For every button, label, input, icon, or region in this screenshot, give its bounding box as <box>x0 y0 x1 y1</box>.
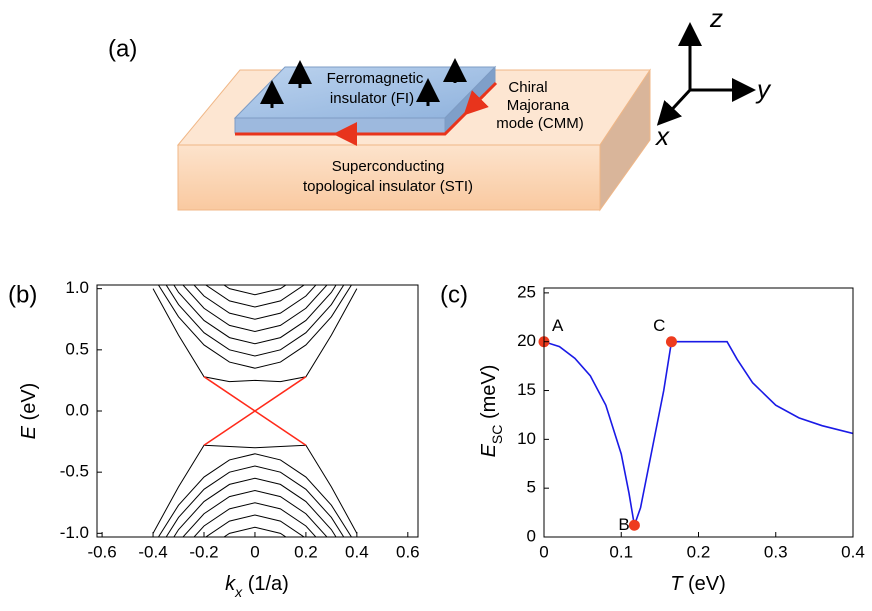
axis-title-part: SC <box>489 425 505 444</box>
x-tick-label: -0.4 <box>138 542 167 561</box>
point-label: B <box>618 515 629 534</box>
axis-title: ESC (meV) <box>478 365 504 458</box>
series-line <box>223 285 287 296</box>
point <box>665 336 677 348</box>
x-tick-label: 0.2 <box>294 542 318 561</box>
y-tick-label: 25 <box>517 282 536 301</box>
sti-front <box>177 144 601 211</box>
x-tick-label: 0.4 <box>841 542 865 561</box>
series-line <box>157 453 353 537</box>
series-line <box>203 376 307 446</box>
axis-title-part: (1/a) <box>242 573 289 595</box>
series-line <box>165 285 345 357</box>
series-line <box>173 477 337 537</box>
series-line <box>165 465 345 537</box>
y-tick-label: 0.0 <box>65 400 89 419</box>
cmm-label: Majorana <box>507 97 570 114</box>
panel-a: (a) Ferromagnetic insulator (FI) Chiral … <box>108 3 772 212</box>
y-tick-label: 5 <box>527 478 536 497</box>
axis-title: E (eV) <box>18 383 40 440</box>
x-tick-label: -0.6 <box>87 542 116 561</box>
sti-label: topological insulator (STI) <box>303 178 473 195</box>
axis-label: x <box>654 121 670 151</box>
x-tick-label: 0.2 <box>687 542 711 561</box>
axis-label: y <box>755 74 772 104</box>
y-tick-label: -1.0 <box>60 523 89 542</box>
series-line <box>152 444 358 534</box>
y-tick-label: 10 <box>517 429 536 448</box>
x-tick-label: 0.1 <box>609 542 633 561</box>
series-line <box>204 514 305 537</box>
series-line <box>544 340 853 526</box>
axis-title-part: x <box>234 584 243 600</box>
axis-title-part: (eV) <box>682 573 725 595</box>
series-line <box>204 285 305 308</box>
y-tick-label: -0.5 <box>60 462 89 481</box>
x-tick-label: 0 <box>539 542 548 561</box>
axis-label: z <box>709 3 723 33</box>
fi-label: Ferromagnetic <box>327 70 424 87</box>
cmm-label: Chiral <box>508 79 547 96</box>
series-line <box>223 526 287 537</box>
y-tick-label: 20 <box>517 331 536 350</box>
x-tick-label: -0.2 <box>189 542 218 561</box>
y-tick-label: 0 <box>527 526 536 545</box>
panel-label: (c) <box>440 281 468 308</box>
fi-label: insulator (FI) <box>330 90 414 107</box>
series-line <box>182 490 328 537</box>
series-line <box>193 285 317 320</box>
axis-title-part: k <box>225 573 236 595</box>
plot-frame <box>543 287 854 538</box>
series-line <box>182 285 328 332</box>
sti-label: Superconducting <box>332 158 445 175</box>
x-tick-label: 0.3 <box>764 542 788 561</box>
point <box>628 519 640 531</box>
series-line <box>157 285 353 369</box>
axis-title: kx (1/a) <box>225 573 289 599</box>
x-tick-label: 0 <box>250 542 259 561</box>
axis-title-part: E <box>478 443 500 457</box>
y-tick-label: 15 <box>517 380 536 399</box>
cmm-label: mode (CMM) <box>496 115 584 132</box>
x-tick-label: 0.4 <box>345 542 369 561</box>
axis-title-part: E <box>18 425 40 439</box>
cmm-arrow <box>463 90 489 116</box>
x-tick-label: 0.6 <box>396 542 420 561</box>
axis-title-part: T <box>670 573 684 595</box>
axis-title-part: (eV) <box>18 383 40 426</box>
series-line <box>173 285 337 345</box>
point-label: C <box>653 316 665 335</box>
axis-title-part: (meV) <box>478 365 500 425</box>
panel-label: (a) <box>108 35 137 62</box>
axis-arrow <box>656 88 692 126</box>
series-line <box>193 502 317 537</box>
fi-front <box>234 117 446 134</box>
point-label: A <box>552 316 564 335</box>
series-line <box>152 288 358 383</box>
y-tick-label: 1.0 <box>65 278 89 297</box>
panel-label: (b) <box>8 281 37 308</box>
plot-frame <box>96 284 419 538</box>
y-tick-label: 0.5 <box>65 339 89 358</box>
axis-title: T (eV) <box>670 573 726 595</box>
